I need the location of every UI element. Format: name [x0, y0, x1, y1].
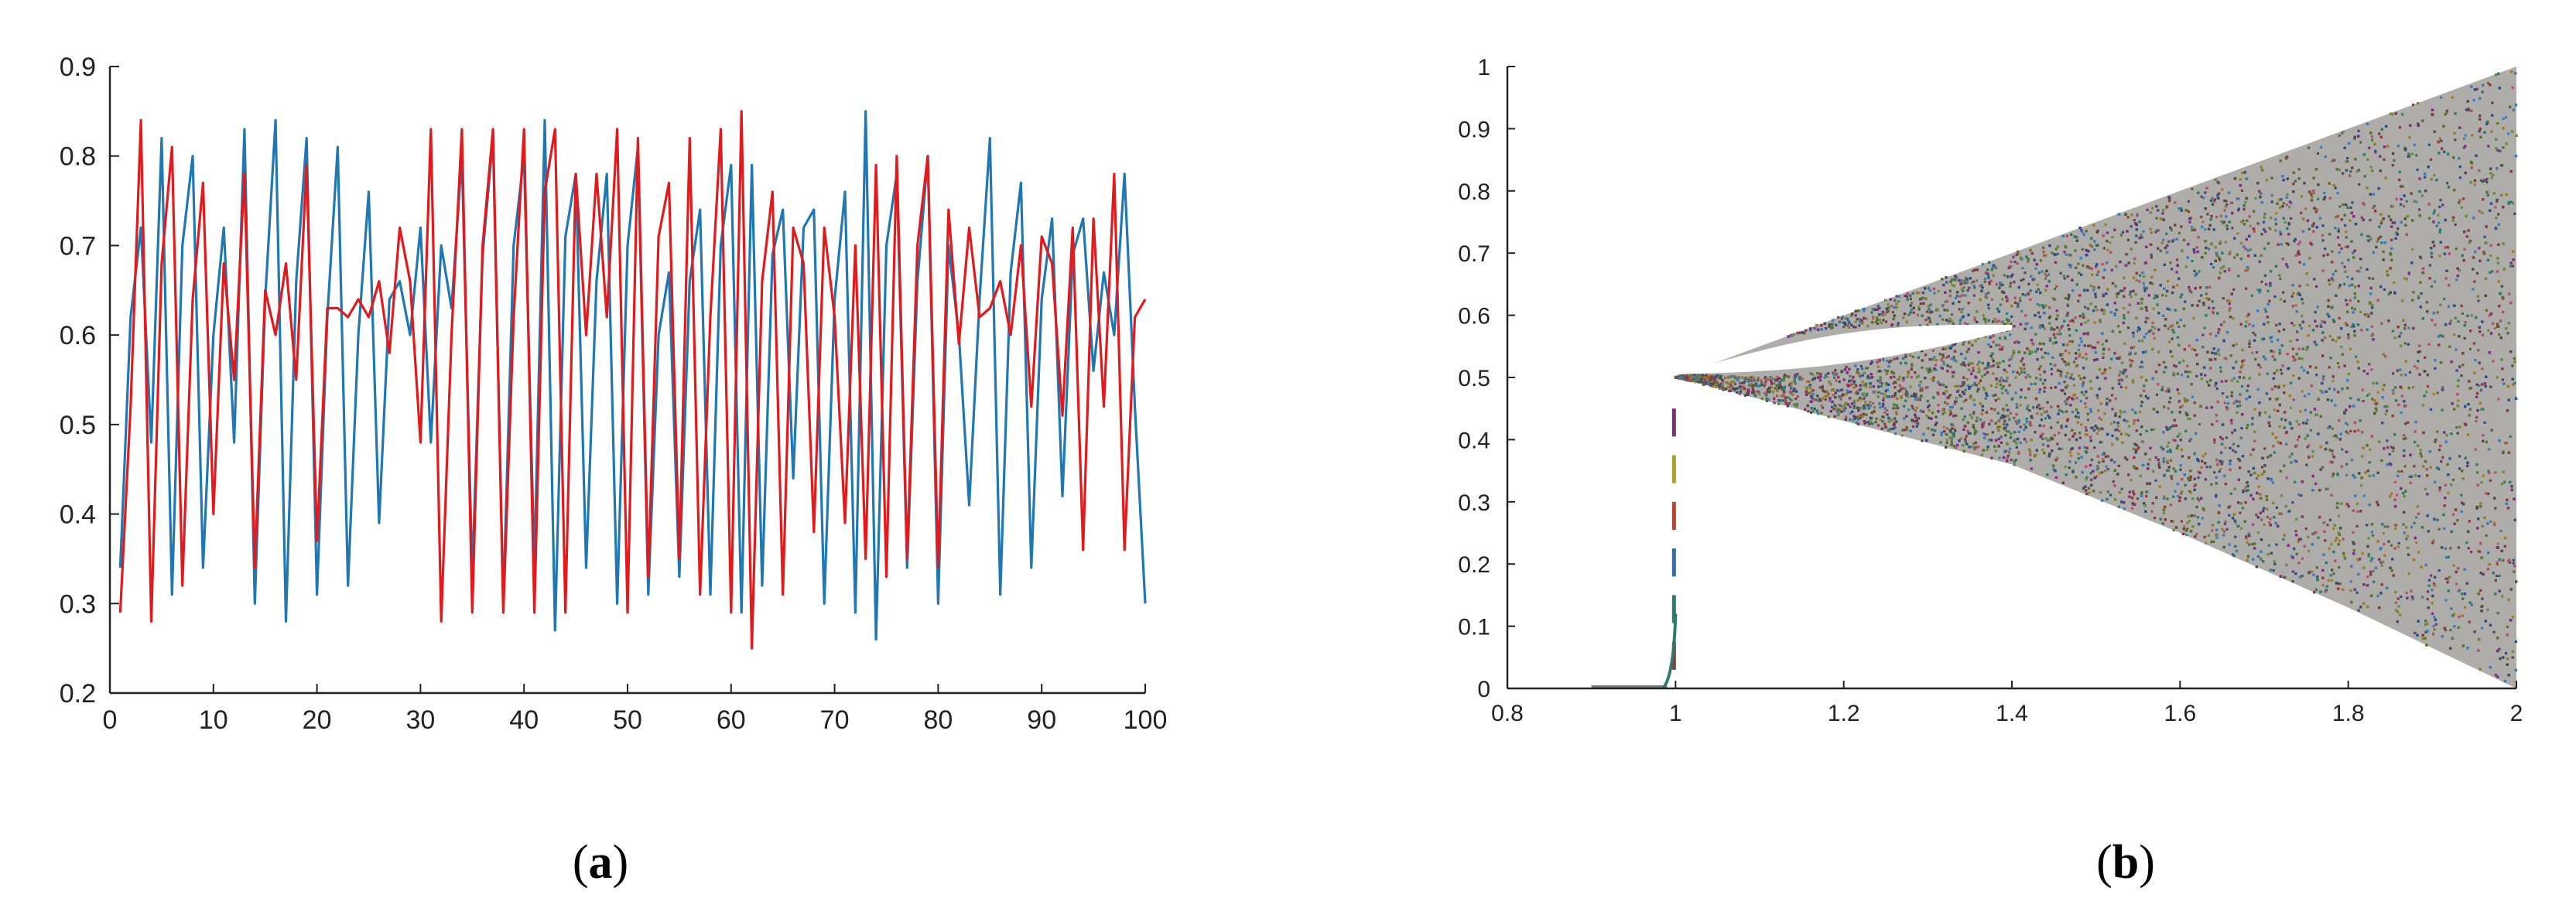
x-tick-label-a: 100 — [1124, 705, 1168, 735]
series-line-red — [118, 110, 1147, 650]
caption-b-open: ( — [2096, 836, 2112, 889]
y-tick-label-b: 0.6 — [1458, 304, 1490, 330]
x-tick-label-a: 50 — [613, 705, 642, 735]
y-tick-label-b: 0.2 — [1458, 552, 1490, 578]
x-tick-label-b: 1.6 — [2164, 701, 2196, 726]
y-tick-label-b: 0.3 — [1458, 490, 1490, 516]
x-tick-label-a: 90 — [1027, 705, 1056, 735]
panel-b: 0.8 1 1.2 1.4 1.6 1.8 2 0 0.1 0.2 0.3 0.4 0.5 0.6 0.7 0… — [1288, 0, 2576, 922]
y-tick-label-a: 0.8 — [60, 142, 96, 172]
caption-a-letter: a — [588, 836, 613, 889]
x-tick-label-a: 0 — [103, 705, 118, 735]
x-tick-label-b: 2 — [2510, 701, 2523, 726]
y-tick-label-b: 0.9 — [1458, 117, 1490, 142]
x-tick-label-b: 0.8 — [1491, 701, 1524, 726]
line-chart-a: 0 10 20 30 40 50 60 70 80 90 100 0.2 0.3 0.4 0.5 0.6 0.7… — [60, 53, 1168, 735]
bifurcation-points — [1674, 70, 2518, 683]
x-tick-label-b: 1.8 — [2332, 701, 2365, 726]
x-tick-label-b: 1.2 — [1828, 701, 1860, 726]
bifurcation-chart-b: 0.8 1 1.2 1.4 1.6 1.8 2 0 0.1 0.2 0.3 0.4 0.5 0.6 0.7 0… — [1458, 55, 2523, 726]
y-tick-label-b: 1 — [1477, 55, 1490, 80]
y-tick-label-b: 0 — [1477, 677, 1490, 702]
y-tick-label-b: 0.8 — [1458, 179, 1490, 205]
x-tick-label-a: 30 — [405, 705, 435, 735]
panel-a: 0 10 20 30 40 50 60 70 80 90 100 0.2 0.3 0.4 0.5 0.6 0.7… — [60, 53, 1168, 890]
series-line-blue — [118, 110, 1147, 641]
caption-a: (a) — [484, 835, 717, 890]
y-tick-label-a: 0.3 — [60, 589, 96, 619]
caption-a-close: ) — [612, 836, 629, 889]
caption-b-close: ) — [2139, 836, 2155, 889]
y-tick-label-a: 0.2 — [60, 679, 96, 709]
y-tick-label-b: 0.4 — [1458, 428, 1490, 453]
y-tick-label-a: 0.4 — [60, 500, 96, 530]
x-tick-label-a: 80 — [923, 705, 953, 735]
y-tick-label-b: 0.1 — [1458, 615, 1490, 640]
x-tick-label-a: 20 — [303, 705, 332, 735]
caption-b-letter: b — [2112, 836, 2140, 889]
bifurcation-window — [1675, 324, 2012, 374]
y-tick-label-a: 0.5 — [60, 411, 96, 440]
spike-rise — [1661, 613, 1678, 690]
y-tick-label-b: 0.7 — [1458, 241, 1490, 267]
x-tick-label-b: 1 — [1669, 701, 1682, 726]
x-tick-label-a: 70 — [820, 705, 850, 735]
y-tick-label-b: 0.5 — [1458, 366, 1490, 391]
y-tick-label-a: 0.9 — [60, 53, 96, 82]
y-tick-label-a: 0.6 — [60, 321, 96, 350]
caption-a-open: ( — [572, 836, 589, 889]
x-tick-label-a: 10 — [199, 705, 228, 735]
y-tick-label-a: 0.7 — [60, 231, 96, 261]
x-tick-label-a: 40 — [509, 705, 539, 735]
x-tick-label-b: 1.4 — [1996, 701, 2028, 726]
caption-b: (b) — [2010, 835, 2242, 890]
x-tick-label-a: 60 — [717, 705, 746, 735]
